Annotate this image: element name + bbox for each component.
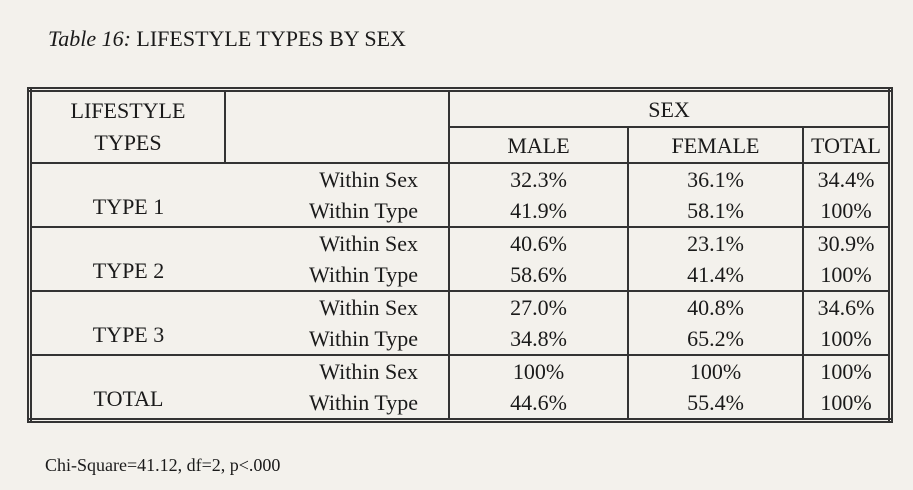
cell-value: 100%	[802, 323, 891, 355]
caption: Table 16: LIFESTYLE TYPES BY SEX	[48, 26, 406, 52]
measure-label: Within Sex	[225, 290, 449, 323]
cell-value: 34.4%	[802, 162, 891, 195]
row-header: LIFESTYLE TYPES	[30, 90, 226, 164]
row-header-line: TYPES	[94, 130, 162, 155]
body-row: Within Type 34.8% 65.2% 100%	[30, 323, 891, 355]
cell-value: 100%	[802, 354, 891, 387]
measure-label: Within Sex	[225, 162, 449, 195]
cell-value: 41.9%	[448, 195, 628, 227]
group-header: SEX	[448, 89, 891, 128]
cell-value: 100%	[627, 354, 803, 387]
header-row: LIFESTYLE TYPES SEX	[30, 89, 891, 163]
cell-value: 41.4%	[627, 259, 803, 291]
cell-value: 27.0%	[448, 290, 628, 323]
body-row: TYPE 3 Within Sex 27.0% 40.8% 34.6%	[29, 290, 891, 355]
measure-label: Within Type	[309, 198, 418, 223]
body-row: Within Type 58.6% 41.4% 100%	[30, 259, 891, 291]
type-label: TYPE 2	[29, 226, 225, 291]
body-row: TYPE 2 Within Sex 40.6% 23.1% 30.9%	[29, 226, 891, 291]
cell-value: 100%	[448, 354, 628, 387]
measure-label: Within Type	[309, 262, 418, 287]
cell-value: 36.1%	[627, 162, 803, 195]
footnote: Chi-Square=41.12, df=2, p<.000	[45, 455, 281, 475]
column-header: MALE	[448, 127, 628, 163]
empty-header	[224, 89, 449, 163]
type-label: TOTAL	[29, 354, 225, 421]
column-header: FEMALE	[627, 127, 803, 163]
cell-value: 32.3%	[448, 162, 628, 195]
measure-label: Within Type	[309, 326, 418, 351]
cell-value: 58.1%	[627, 195, 803, 227]
table-body: LIFESTYLE TYPES SEX MALE FEMALE TOTAL TYPE…	[29, 89, 891, 421]
measure-label: Within Sex	[225, 354, 449, 387]
cell-value: 23.1%	[627, 226, 803, 259]
measure-label: Within Sex	[225, 226, 449, 259]
cell-value: 100%	[802, 195, 891, 227]
measure-label: Within Type	[309, 390, 418, 415]
cell-value: 100%	[802, 387, 891, 421]
cell-value: 58.6%	[448, 259, 628, 291]
cell-value: 65.2%	[627, 323, 803, 355]
row-header-line: LIFESTYLE	[70, 98, 186, 123]
cell-value: 44.6%	[448, 387, 628, 421]
cell-value: 34.6%	[802, 290, 891, 323]
cell-value: 40.6%	[448, 226, 628, 259]
cell-value: 100%	[802, 259, 891, 291]
type-label: TYPE 3	[29, 290, 225, 355]
cell-value: 40.8%	[627, 290, 803, 323]
body-row: TOTAL Within Sex 100% 100% 100%	[29, 354, 891, 421]
column-header-row: MALE FEMALE TOTAL	[30, 127, 891, 163]
type-label: TYPE 1	[29, 162, 225, 227]
table: LIFESTYLE TYPES SEX MALE FEMALE TOTAL TYPE…	[27, 87, 893, 423]
cell-value: 34.8%	[448, 323, 628, 355]
body-row: Within Type 41.9% 58.1% 100%	[30, 195, 891, 227]
cell-value: 55.4%	[627, 387, 803, 421]
caption-label: Table 16:	[48, 26, 131, 51]
body-row: TYPE 1 Within Sex 32.3% 36.1% 34.4%	[29, 162, 891, 227]
caption-text: LIFESTYLE TYPES BY SEX	[136, 26, 406, 51]
body-row: Within Type 44.6% 55.4% 100%	[30, 387, 891, 421]
cell-value: 30.9%	[802, 226, 891, 259]
column-header: TOTAL	[802, 127, 891, 163]
